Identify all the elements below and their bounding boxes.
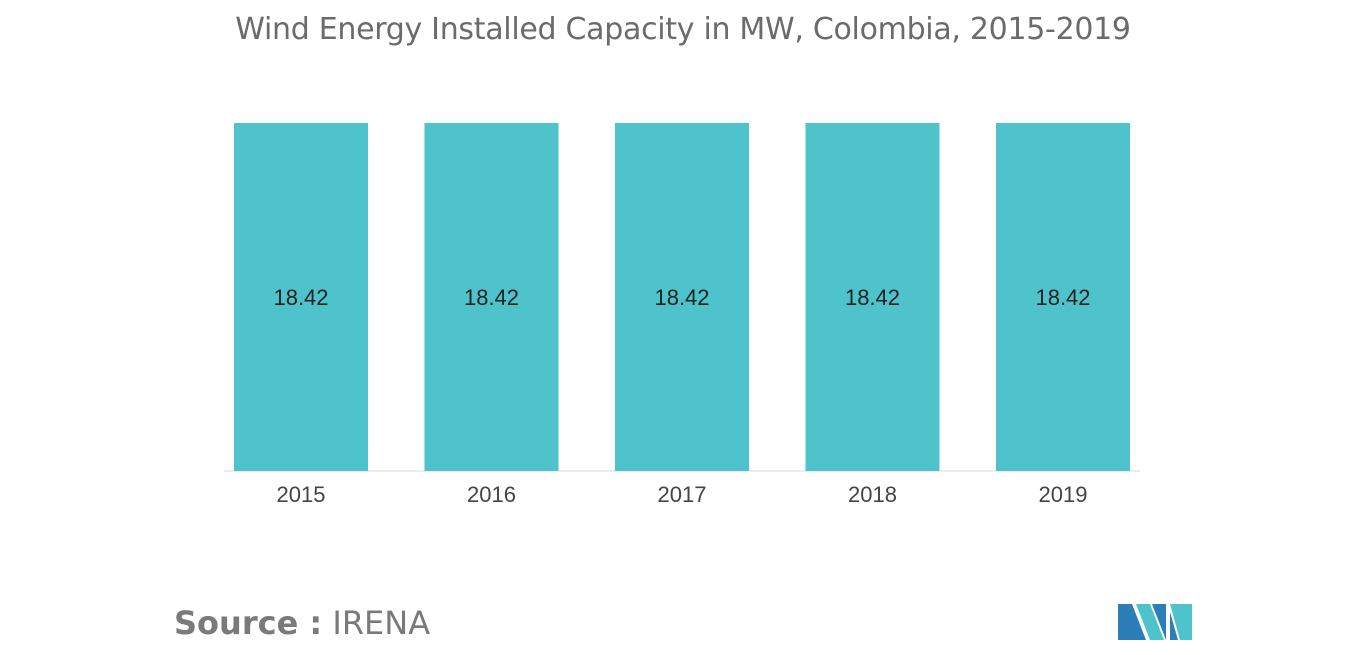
data-label-2016: 18.42 (464, 285, 519, 310)
bar-2017 (615, 123, 749, 471)
x-tick-label-2017: 2017 (658, 482, 707, 507)
data-label-2015: 18.42 (273, 285, 328, 310)
data-label-2019: 18.42 (1035, 285, 1090, 310)
mordor-intelligence-logo-icon (1118, 604, 1192, 640)
x-tick-label-2019: 2019 (1039, 482, 1088, 507)
bar-2019 (996, 123, 1130, 471)
data-label-2018: 18.42 (845, 285, 900, 310)
data-label-2017: 18.42 (654, 285, 709, 310)
x-tick-label-2018: 2018 (848, 482, 897, 507)
source-note: Source : IRENA (174, 604, 430, 642)
x-tick-label-2016: 2016 (467, 482, 516, 507)
bar-2015 (234, 123, 368, 471)
source-prefix: Source : (174, 604, 323, 642)
bar-2018 (805, 123, 940, 471)
x-tick-label-2015: 2015 (277, 482, 326, 507)
source-name: IRENA (332, 604, 431, 642)
bar-2016 (424, 123, 559, 471)
bar-chart: 18.42 18.42 18.42 18.42 18.42 2015 2016 2017 20… (224, 123, 1140, 507)
chart-title: Wind Energy Installed Capacity in MW, Co… (235, 12, 1131, 47)
